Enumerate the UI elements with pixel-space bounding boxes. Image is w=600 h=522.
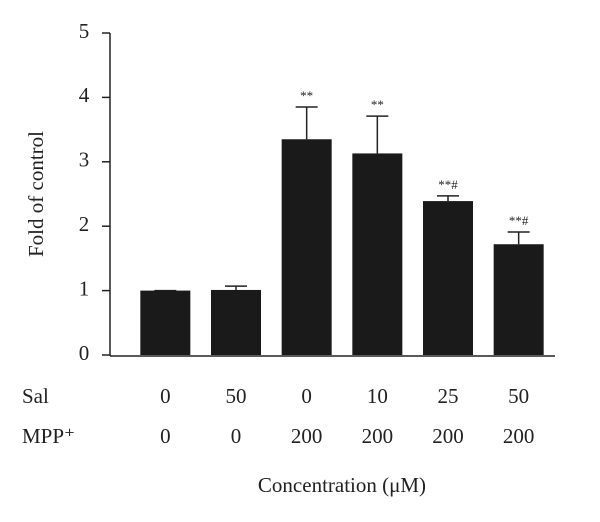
x-tick-label: 0 xyxy=(231,424,242,448)
bar xyxy=(140,290,191,355)
bar xyxy=(423,201,473,355)
x-tick-label: 50 xyxy=(226,384,247,408)
x-tick-label: 200 xyxy=(362,424,394,448)
x-tick-label: 25 xyxy=(438,384,459,408)
bar xyxy=(211,289,261,355)
x-tick-label: 0 xyxy=(160,424,171,448)
x-tick-label: 0 xyxy=(301,384,312,408)
x-tick-label: 200 xyxy=(503,424,535,448)
significance-label: ** xyxy=(371,97,384,112)
bar xyxy=(352,153,403,355)
x-tick-label: 50 xyxy=(508,384,529,408)
y-tick-label: 5 xyxy=(79,19,90,43)
significance-label: **# xyxy=(509,213,529,228)
x-tick-label: 10 xyxy=(367,384,388,408)
x-axis-label: Concentration (μM) xyxy=(258,473,426,497)
y-tick-label: 3 xyxy=(79,148,90,172)
row-label: MPP⁺ xyxy=(22,424,75,448)
y-tick-label: 4 xyxy=(79,83,90,107)
bar xyxy=(281,139,332,355)
y-tick-label: 2 xyxy=(79,212,90,236)
row-label: Sal xyxy=(22,384,49,408)
x-tick-label: 200 xyxy=(432,424,464,448)
significance-label: ** xyxy=(300,88,313,103)
y-tick-label: 1 xyxy=(79,276,90,300)
x-tick-label: 0 xyxy=(160,384,171,408)
y-axis-label: Fold of control xyxy=(24,131,48,257)
bar xyxy=(493,244,544,355)
y-tick-label: 0 xyxy=(79,341,90,365)
significance-label: **# xyxy=(438,177,458,192)
x-tick-label: 200 xyxy=(291,424,323,448)
